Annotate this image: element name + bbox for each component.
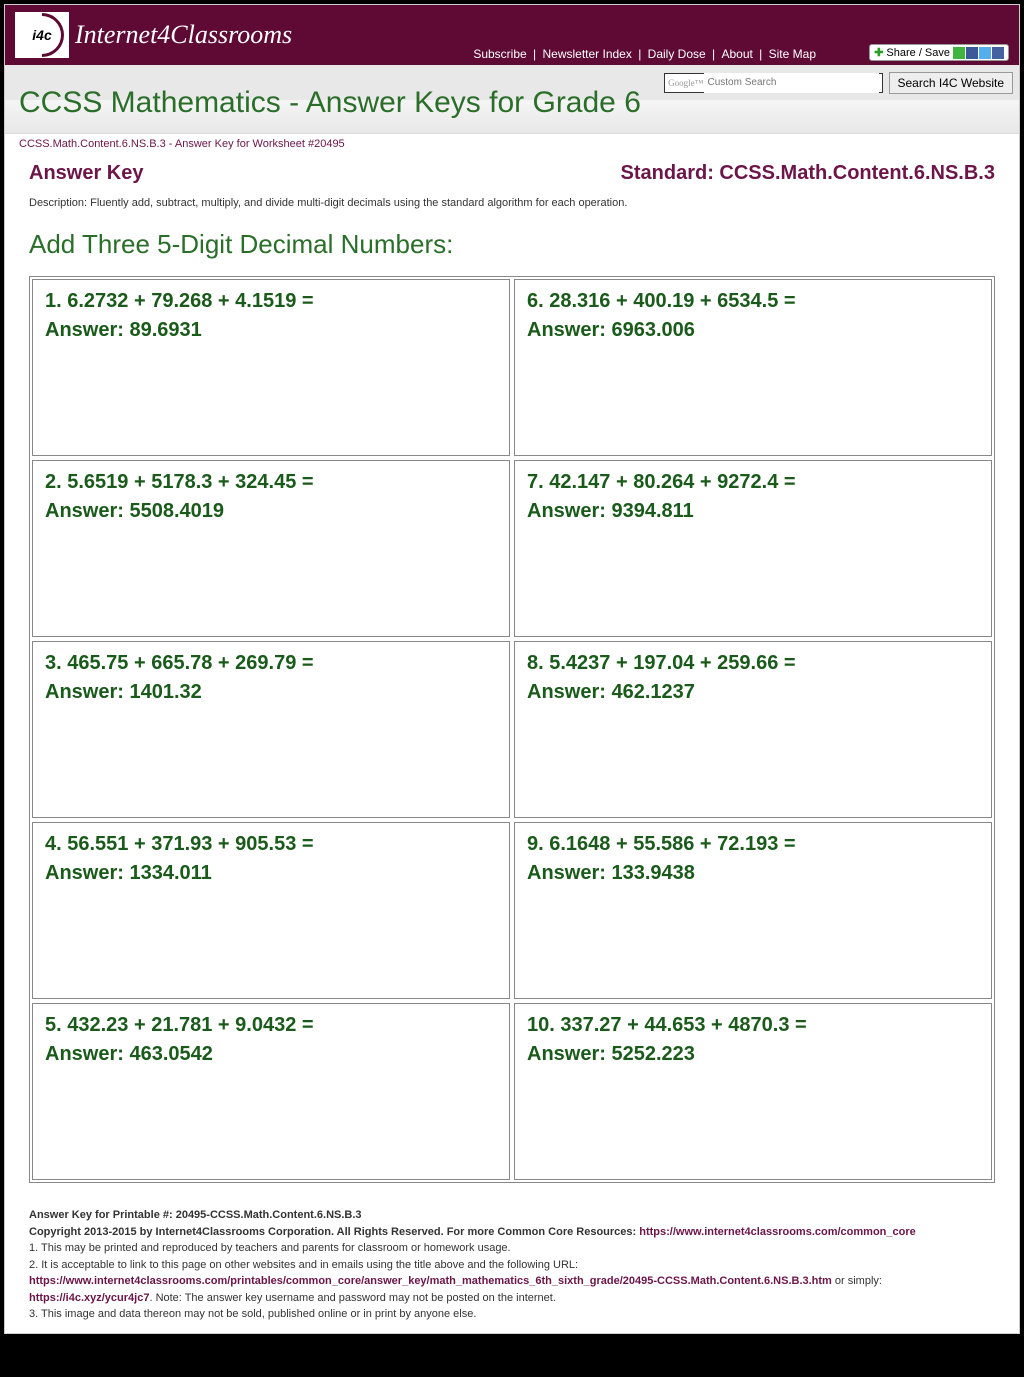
search-input[interactable] [704,73,879,93]
problem-cell: 4. 56.551 + 371.93 + 905.53 = Answer: 133… [32,822,510,999]
question-text: 4. 56.551 + 371.93 + 905.53 = [45,833,497,856]
problem-cell: 2. 5.6519 + 5178.3 + 324.45 = Answer: 550… [32,460,510,637]
problem-cell: 9. 6.1648 + 55.586 + 72.193 = Answer: 133… [514,822,992,999]
problem-grid: 1. 6.2732 + 79.268 + 4.1519 = Answer: 89.… [29,276,995,1183]
section-title: Add Three 5-Digit Decimal Numbers: [29,229,995,260]
footer-url1[interactable]: https://www.internet4classrooms.com/prin… [29,1275,832,1287]
question-text: 3. 465.75 + 665.78 + 269.79 = [45,652,497,675]
logo-icon: i4c [21,14,63,56]
answer-text: Answer: 5252.223 [527,1043,979,1066]
footer-printable: Answer Key for Printable #: 20495-CCSS.M… [29,1207,995,1224]
google-prefix: Google™ [668,78,703,88]
question-text: 1. 6.2732 + 79.268 + 4.1519 = [45,290,497,313]
question-text: 6. 28.316 + 400.19 + 6534.5 = [527,290,979,313]
answer-text: Answer: 133.9438 [527,862,979,885]
nav-newsletter[interactable]: Newsletter Index [542,47,631,61]
answer-text: Answer: 462.1237 [527,681,979,704]
problem-cell: 10. 337.27 + 44.653 + 4870.3 = Answer: 52… [514,1003,992,1180]
breadcrumb: CCSS.Math.Content.6.NS.B.3 - Answer Key … [5,134,1019,154]
question-text: 8. 5.4237 + 197.04 + 259.66 = [527,652,979,675]
problem-cell: 7. 42.147 + 80.264 + 9272.4 = Answer: 939… [514,460,992,637]
nav-subscribe[interactable]: Subscribe [473,47,526,61]
footer-note2b: . Note: The answer key username and pass… [149,1292,555,1304]
answer-text: Answer: 463.0542 [45,1043,497,1066]
problem-cell: 6. 28.316 + 400.19 + 6534.5 = Answer: 696… [514,279,992,456]
nav-sitemap[interactable]: Site Map [769,47,816,61]
answer-text: Answer: 1401.32 [45,681,497,704]
standard-label: Standard: CCSS.Math.Content.6.NS.B.3 [621,162,995,185]
share-save-button[interactable]: ✚ Share / Save [869,44,1009,61]
question-text: 5. 432.23 + 21.781 + 9.0432 = [45,1014,497,1037]
nav-about[interactable]: About [721,47,752,61]
answer-text: Answer: 5508.4019 [45,500,497,523]
share-label: Share / Save [886,47,950,59]
question-text: 7. 42.147 + 80.264 + 9272.4 = [527,471,979,494]
page-title: CCSS Mathematics - Answer Keys for Grade… [19,86,641,120]
answer-text: Answer: 89.6931 [45,319,497,342]
problem-cell: 3. 465.75 + 665.78 + 269.79 = Answer: 140… [32,641,510,818]
problem-cell: 1. 6.2732 + 79.268 + 4.1519 = Answer: 89.… [32,279,510,456]
footer-note1: 1. This may be printed and reproduced by… [29,1240,995,1257]
footer-note3: 3. This image and data thereon may not b… [29,1306,995,1323]
search-button[interactable]: Search I4C Website [889,72,1014,94]
question-text: 10. 337.27 + 44.653 + 4870.3 = [527,1014,979,1037]
footer-note2: 2. It is acceptable to link to this page… [29,1257,995,1274]
logo[interactable]: i4c [15,12,69,58]
answer-text: Answer: 6963.006 [527,319,979,342]
logo-text: Internet4Classrooms [69,20,292,50]
title-area: CCSS Mathematics - Answer Keys for Grade… [5,100,1019,134]
share-icons [953,47,1004,59]
answer-text: Answer: 9394.811 [527,500,979,523]
footer-orsimply: or simply: [832,1275,882,1287]
nav-dailydose[interactable]: Daily Dose [648,47,706,61]
question-text: 9. 6.1648 + 55.586 + 72.193 = [527,833,979,856]
description: Description: Fluently add, subtract, mul… [29,197,995,209]
question-text: 2. 5.6519 + 5178.3 + 324.45 = [45,471,497,494]
header-nav: Subscribe | Newsletter Index | Daily Dos… [470,47,819,61]
footer-url2[interactable]: https://i4c.xyz/ycur4jc7 [29,1292,149,1304]
problem-cell: 8. 5.4237 + 197.04 + 259.66 = Answer: 462… [514,641,992,818]
header: i4c Internet4Classrooms Subscribe | News… [5,5,1019,65]
footer-cc-link[interactable]: https://www.internet4classrooms.com/comm… [639,1226,916,1238]
answer-text: Answer: 1334.011 [45,862,497,885]
footer: Answer Key for Printable #: 20495-CCSS.M… [5,1197,1019,1333]
problem-cell: 5. 432.23 + 21.781 + 9.0432 = Answer: 463… [32,1003,510,1180]
footer-copyright: Copyright 2013-2015 by Internet4Classroo… [29,1226,639,1238]
content: Answer Key Standard: CCSS.Math.Content.6… [5,154,1019,1197]
answer-key-label: Answer Key [29,162,144,185]
